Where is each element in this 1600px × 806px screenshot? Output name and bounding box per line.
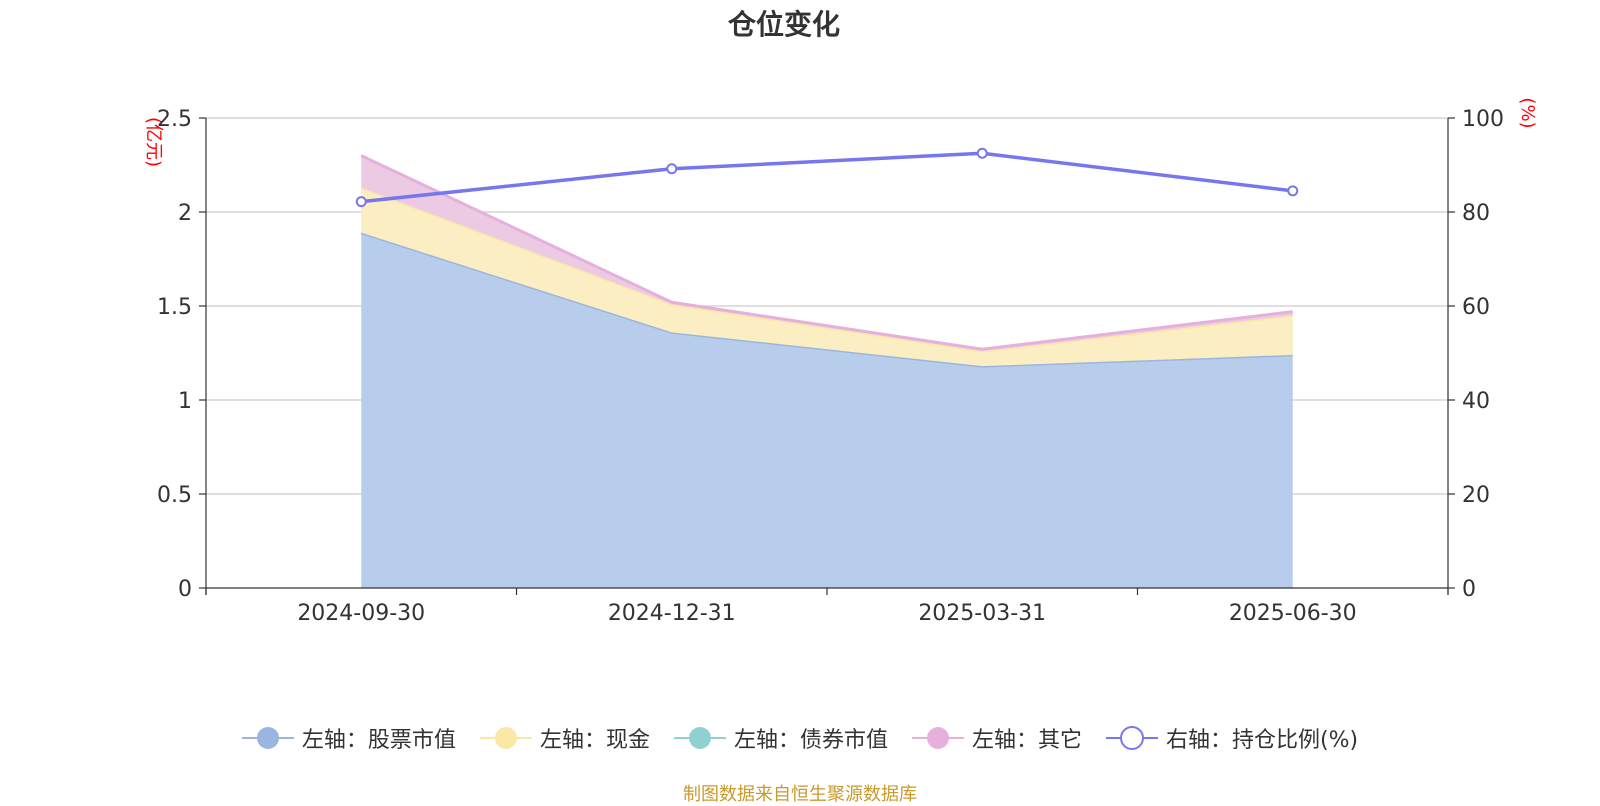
right-tick-label: 40 — [1462, 389, 1490, 414]
data-point — [976, 147, 988, 159]
legend-label: 左轴：债券市值 — [733, 728, 888, 753]
left-tick-label: 0 — [178, 577, 192, 602]
legend-swatch-marker — [688, 727, 711, 749]
chart-title: 仓位变化 — [728, 8, 840, 41]
left-tick-label: 0.5 — [157, 483, 192, 508]
legend-swatch — [241, 727, 294, 749]
area-左轴：其它 — [361, 155, 1293, 352]
legend-swatch-marker — [494, 727, 517, 749]
legend: 左轴：股票市值 左轴：现金 左轴：债券市值 左轴：其它 右轴：持仓比例(%) — [0, 718, 1600, 758]
legend-swatch — [1105, 726, 1158, 750]
legend-swatch — [673, 727, 726, 749]
right-axis-unit: (%) — [1517, 97, 1538, 128]
data-point — [1287, 185, 1299, 197]
legend-item[interactable]: 左轴：债券市值 — [673, 722, 888, 754]
right-tick-label: 100 — [1462, 107, 1504, 132]
left-tick-label: 2.5 — [157, 107, 192, 132]
line-右轴：持仓比例(%) — [361, 151, 1293, 204]
source-note: 制图数据来自恒生聚源数据库 — [683, 784, 917, 805]
left-axis-unit: (亿元) — [143, 117, 164, 167]
legend-label: 左轴：股票市值 — [301, 728, 456, 753]
legend-label: 左轴：现金 — [539, 728, 650, 753]
area-左轴：股票市值 — [361, 232, 1293, 588]
legend-swatch-marker — [926, 727, 949, 749]
legend-item[interactable]: 右轴：持仓比例(%) — [1105, 722, 1359, 754]
legend-swatch-marker — [256, 727, 279, 749]
x-tick-label: 2025-06-30 — [1229, 601, 1357, 626]
left-tick-label: 1 — [178, 389, 192, 414]
legend-item[interactable]: 左轴：股票市值 — [241, 722, 456, 754]
legend-swatch-marker — [1119, 726, 1144, 750]
legend-label: 右轴：持仓比例(%) — [1165, 728, 1359, 753]
x-tick-label: 2024-09-30 — [297, 601, 425, 626]
left-tick-label: 1.5 — [157, 295, 192, 320]
legend-swatch — [911, 727, 964, 749]
area-edge-左轴：其它 — [360, 154, 1293, 351]
data-point — [666, 163, 678, 175]
right-tick-label: 80 — [1462, 201, 1490, 226]
plot-area: 0 0.5 1 1.5 2 2.5 0 20 40 60 80 100 2024-09-30 2024-1… — [157, 107, 1504, 626]
legend-swatch — [479, 727, 532, 749]
legend-label: 左轴：其它 — [971, 728, 1082, 753]
data-point — [355, 196, 367, 208]
right-tick-label: 20 — [1462, 483, 1490, 508]
legend-item[interactable]: 左轴：其它 — [911, 722, 1082, 754]
area-左轴：现金 — [361, 187, 1293, 367]
right-tick-label: 60 — [1462, 295, 1490, 320]
legend-item[interactable]: 左轴：现金 — [479, 722, 650, 754]
left-tick-label: 2 — [178, 201, 192, 226]
x-tick-label: 2024-12-31 — [608, 601, 736, 626]
x-tick-label: 2025-03-31 — [918, 601, 1046, 626]
right-tick-label: 0 — [1462, 577, 1476, 602]
